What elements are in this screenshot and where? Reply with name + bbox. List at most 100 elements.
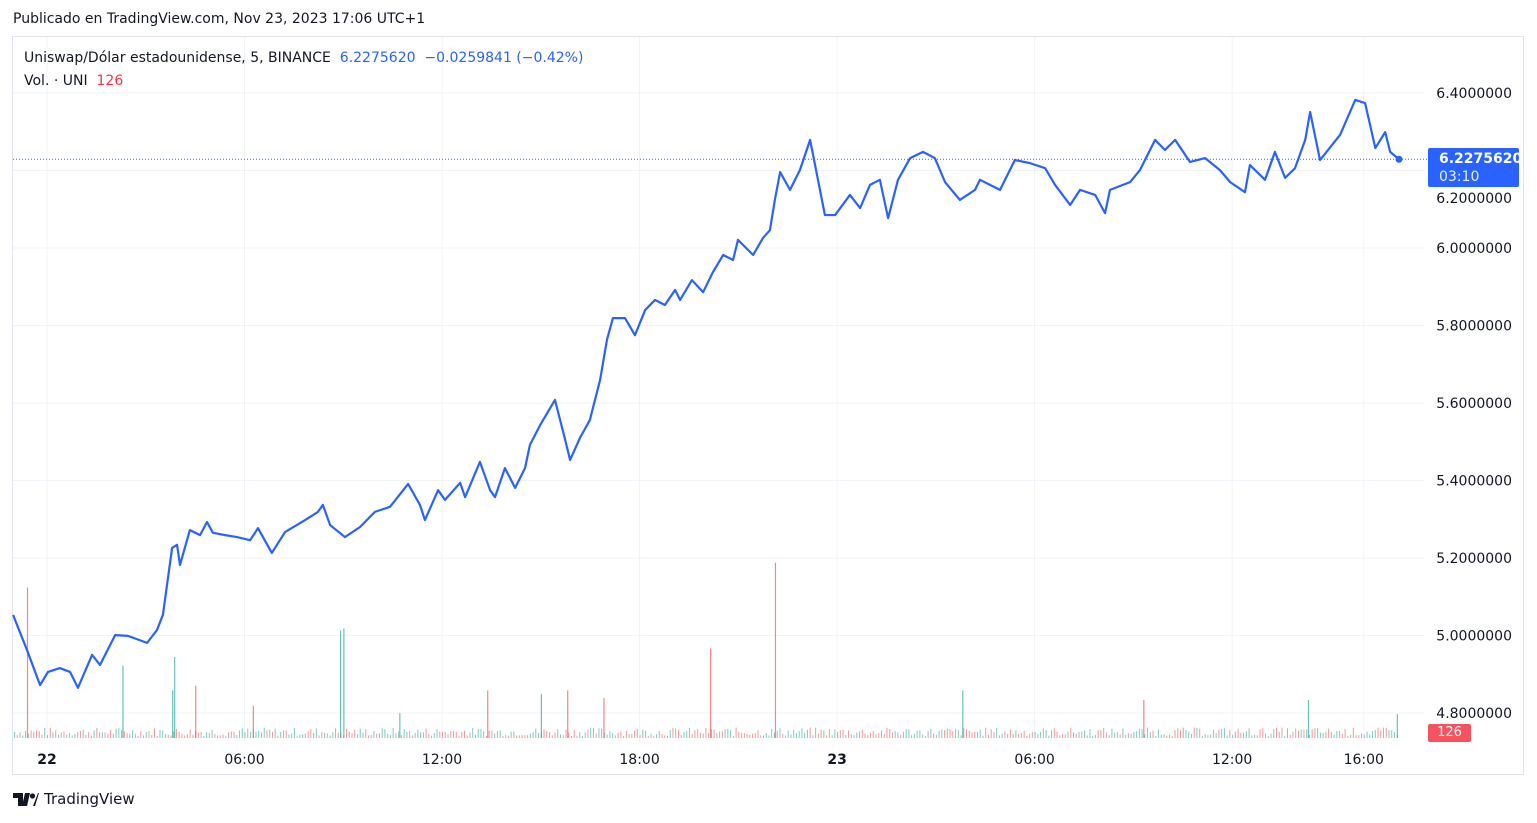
volume-bar bbox=[1158, 729, 1160, 738]
y-tick-label: 6.0000000 bbox=[1436, 241, 1512, 257]
volume-bar bbox=[710, 648, 712, 738]
volume-bar bbox=[302, 734, 304, 738]
volume-bar bbox=[74, 734, 76, 738]
volume-bar bbox=[68, 733, 70, 738]
volume-bar bbox=[1201, 735, 1203, 738]
volume-bar bbox=[1062, 734, 1064, 738]
volume-bar bbox=[252, 705, 254, 738]
volume-bar bbox=[677, 730, 679, 738]
volume-bar bbox=[496, 730, 498, 738]
volume-bar bbox=[565, 729, 567, 738]
volume-bar bbox=[708, 733, 710, 738]
volume-bar bbox=[485, 735, 487, 738]
volume-bar bbox=[996, 727, 998, 738]
volume-bar bbox=[244, 732, 246, 738]
volume-bar bbox=[343, 628, 345, 738]
symbol-title[interactable]: Uniswap/Dólar estadounidense, 5, BINANCE bbox=[24, 50, 331, 66]
volume-bar bbox=[1388, 730, 1390, 738]
volume-bar bbox=[859, 731, 861, 738]
volume-bar bbox=[927, 731, 929, 738]
volume-bar bbox=[716, 733, 718, 738]
volume-bar bbox=[1347, 735, 1349, 738]
volume-bar bbox=[458, 736, 460, 738]
volume-bar bbox=[774, 562, 777, 738]
volume-bar bbox=[200, 731, 202, 738]
last-price-tag: 6.2275620 03:10 bbox=[1428, 148, 1522, 187]
volume-bar bbox=[299, 734, 301, 738]
volume-bar bbox=[560, 734, 562, 738]
volume-bar bbox=[922, 734, 924, 738]
volume-bar bbox=[219, 735, 221, 738]
volume-bar bbox=[669, 730, 671, 738]
volume-bar bbox=[373, 731, 375, 738]
volume-bar bbox=[636, 728, 638, 738]
volume-bar bbox=[1015, 730, 1017, 738]
volume-bar bbox=[795, 733, 797, 738]
volume-bar bbox=[968, 730, 970, 738]
volume-bar bbox=[285, 730, 287, 738]
volume-bar bbox=[1053, 728, 1055, 738]
volume-bar bbox=[842, 729, 844, 738]
volume-bar bbox=[1064, 734, 1066, 738]
volume-bar bbox=[661, 733, 663, 738]
volume-bar bbox=[181, 733, 183, 738]
volume-bar bbox=[1333, 734, 1335, 738]
volume-bar bbox=[538, 733, 540, 738]
volume-bar bbox=[1256, 735, 1258, 738]
volume-bar bbox=[894, 731, 896, 738]
volume-bar bbox=[1103, 727, 1105, 738]
volume-bar bbox=[134, 733, 136, 738]
legend-price: 6.2275620 bbox=[339, 50, 416, 66]
volume-bar bbox=[85, 734, 87, 738]
volume-bar bbox=[823, 730, 825, 738]
volume-bar bbox=[356, 734, 358, 738]
volume-bar bbox=[337, 732, 339, 738]
volume-bar bbox=[172, 690, 174, 738]
volume-bar bbox=[348, 731, 350, 738]
volume-bar bbox=[848, 730, 850, 738]
volume-bar bbox=[156, 735, 158, 738]
volume-bar bbox=[741, 732, 743, 738]
volume-bar bbox=[880, 730, 882, 738]
volume-bar bbox=[1155, 736, 1157, 738]
volume-bar bbox=[831, 735, 833, 738]
volume-bar bbox=[730, 730, 732, 738]
volume-bar bbox=[494, 733, 496, 738]
volume-bar bbox=[101, 732, 103, 738]
volume-bar bbox=[1262, 728, 1264, 738]
volume-bar bbox=[241, 728, 243, 738]
volume-bar bbox=[960, 735, 962, 738]
y-tick-label: 5.4000000 bbox=[1436, 474, 1512, 490]
volume-bar bbox=[47, 735, 48, 738]
volume-bar bbox=[178, 731, 180, 738]
volume-bar bbox=[1056, 731, 1058, 738]
volume-bar bbox=[963, 728, 965, 738]
volume-bar bbox=[837, 732, 839, 738]
volume-bar bbox=[192, 734, 194, 738]
volume-bar bbox=[567, 690, 569, 738]
volume-bar bbox=[214, 733, 216, 738]
volume-bar bbox=[1133, 731, 1135, 738]
volume-bar bbox=[1361, 733, 1363, 738]
volume-bar bbox=[1245, 731, 1247, 738]
volume-bar bbox=[826, 735, 828, 738]
volume-bar bbox=[916, 730, 918, 738]
volume-bar bbox=[463, 730, 465, 738]
volume-bar bbox=[738, 732, 740, 738]
price-line bbox=[12, 98, 1400, 689]
volume-bar bbox=[186, 734, 188, 738]
volume-bar bbox=[760, 735, 762, 738]
volume-bar bbox=[384, 729, 386, 738]
volume-bar bbox=[140, 731, 142, 738]
tradingview-logo[interactable]: TradingView bbox=[13, 790, 135, 808]
volume-bar bbox=[115, 728, 117, 738]
volume-bar bbox=[1314, 728, 1316, 738]
volume-bar bbox=[812, 735, 814, 738]
volume-bar bbox=[1344, 728, 1346, 738]
volume-bar bbox=[1026, 735, 1028, 738]
volume-bar bbox=[1075, 733, 1077, 738]
volume-label[interactable]: Vol. · UNI bbox=[24, 73, 88, 89]
y-tick-label: 5.0000000 bbox=[1436, 629, 1512, 645]
volume-bar bbox=[804, 732, 806, 738]
